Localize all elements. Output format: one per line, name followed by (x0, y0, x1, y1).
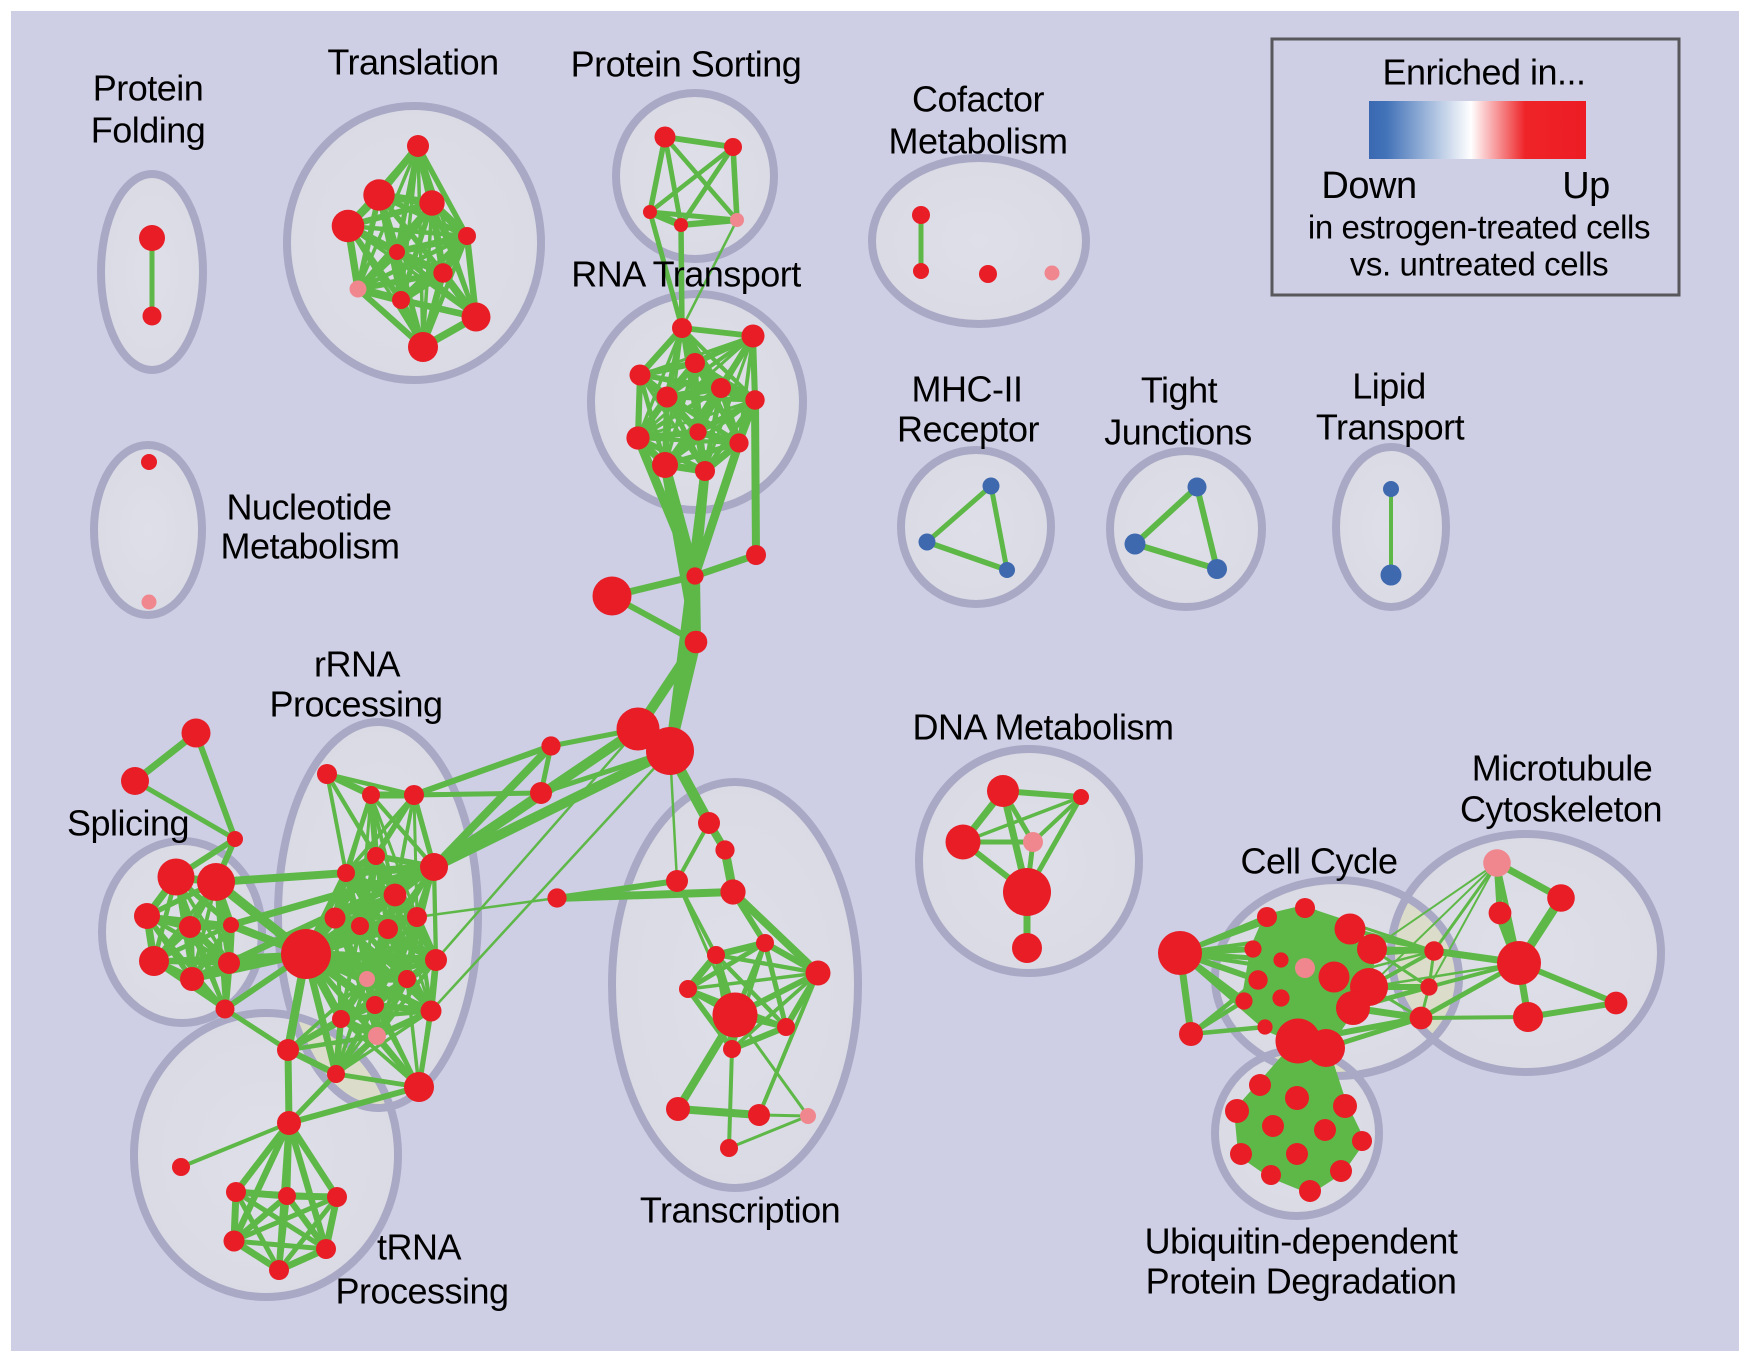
svg-text:Transcription: Transcription (640, 1190, 840, 1231)
svg-text:Protein Degradation: Protein Degradation (1146, 1261, 1457, 1302)
svg-text:Processing: Processing (335, 1271, 508, 1312)
svg-text:RNA Transport: RNA Transport (571, 254, 801, 295)
svg-text:DNA Metabolism: DNA Metabolism (912, 707, 1173, 748)
svg-text:Up: Up (1562, 165, 1610, 207)
svg-text:Protein: Protein (93, 68, 204, 109)
svg-text:Folding: Folding (91, 110, 206, 151)
svg-text:MHC-II: MHC-II (912, 369, 1023, 410)
svg-text:in estrogen-treated cells: in estrogen-treated cells (1308, 209, 1650, 246)
svg-text:Nucleotide: Nucleotide (226, 487, 391, 528)
svg-text:Processing: Processing (269, 684, 442, 725)
svg-text:Microtubule: Microtubule (1472, 748, 1653, 789)
svg-text:Transport: Transport (1316, 407, 1465, 448)
svg-text:Metabolism: Metabolism (888, 121, 1067, 162)
svg-text:Tight: Tight (1141, 370, 1218, 411)
svg-text:Cell Cycle: Cell Cycle (1240, 841, 1397, 882)
svg-text:Metabolism: Metabolism (220, 526, 399, 567)
svg-text:Translation: Translation (327, 42, 498, 83)
svg-text:Enriched in...: Enriched in... (1382, 52, 1585, 93)
svg-text:Splicing: Splicing (67, 803, 189, 844)
svg-text:Lipid: Lipid (1352, 366, 1426, 407)
svg-text:Down: Down (1321, 165, 1416, 207)
svg-text:Ubiquitin-dependent: Ubiquitin-dependent (1145, 1221, 1458, 1262)
svg-text:Junctions: Junctions (1104, 412, 1252, 453)
svg-text:Receptor: Receptor (897, 409, 1040, 450)
svg-text:Cytoskeleton: Cytoskeleton (1460, 789, 1662, 830)
svg-text:vs. untreated cells: vs. untreated cells (1350, 246, 1608, 283)
svg-text:Cofactor: Cofactor (912, 79, 1045, 120)
svg-text:tRNA: tRNA (377, 1227, 461, 1268)
svg-text:Protein Sorting: Protein Sorting (571, 44, 802, 85)
svg-text:rRNA: rRNA (314, 644, 400, 685)
